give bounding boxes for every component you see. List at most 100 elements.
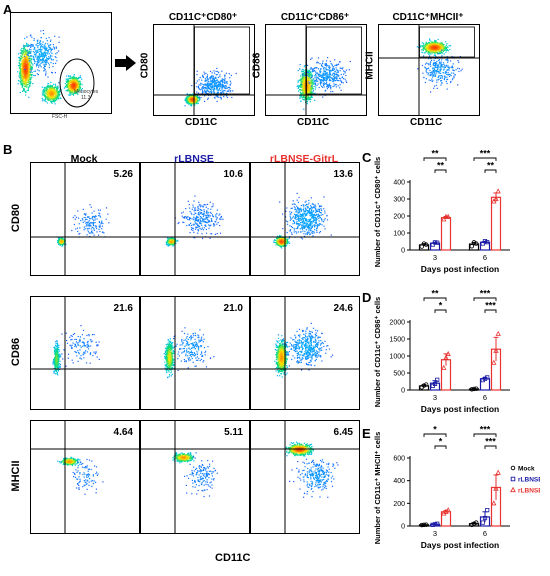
x-axis-label: Days post infection bbox=[421, 540, 499, 550]
legend-label: rLBNSE bbox=[518, 477, 540, 484]
y-tick-label: 500 bbox=[393, 371, 405, 378]
point-rlbnse bbox=[432, 240, 438, 245]
point-rlbnse bbox=[482, 239, 488, 244]
flow-plot: 6.45 bbox=[250, 420, 360, 534]
x-tick-label: 6 bbox=[483, 393, 487, 402]
point-rlbnse bbox=[432, 522, 438, 527]
point-rlbnse bbox=[435, 377, 440, 382]
quadrant-percent: 5.11 bbox=[224, 427, 243, 438]
gate-plot-xlabel: CD11C bbox=[410, 117, 443, 128]
y-tick-label: 0 bbox=[401, 524, 405, 531]
gate-label: Monocytes bbox=[74, 89, 99, 95]
b-xaxis-label: CD11C bbox=[215, 552, 251, 564]
y-axis-label: Number of CD11c⁺ CD80⁺ cells bbox=[373, 157, 382, 267]
significance-label: *** bbox=[480, 426, 491, 435]
point-gitrl bbox=[495, 330, 501, 336]
point-rlbnse bbox=[480, 520, 485, 525]
flow-scatter bbox=[31, 163, 139, 275]
bar-rlbnse-gitrl bbox=[440, 217, 452, 251]
flow-plot: 13.6 bbox=[250, 162, 360, 276]
legend-label: rLBNSE-GitrL bbox=[518, 488, 540, 495]
flow-scatter bbox=[251, 421, 359, 533]
panel-letter-b: B bbox=[3, 142, 13, 157]
significance-label: *** bbox=[485, 437, 496, 447]
y-tick-label: 100 bbox=[393, 231, 405, 238]
significance-bracket bbox=[473, 433, 497, 437]
point-mock bbox=[473, 386, 479, 391]
flow-plot: 5.26 bbox=[30, 162, 140, 276]
significance-label: *** bbox=[480, 150, 491, 159]
legend-marker-mock bbox=[510, 465, 516, 471]
gate-box bbox=[194, 26, 250, 95]
y-tick-label: 1500 bbox=[389, 337, 405, 344]
gate-box bbox=[419, 26, 475, 58]
gate-box bbox=[306, 26, 362, 95]
gate-plot-ylabel: MHCII bbox=[364, 51, 376, 80]
fsc-ssc-plot: Monocytes 11.3 bbox=[10, 12, 112, 114]
flow-plot: 4.64 bbox=[30, 420, 140, 534]
point-gitrl bbox=[445, 213, 451, 219]
gate-plot-ylabel: CD86 bbox=[251, 52, 263, 79]
point-mock bbox=[423, 522, 429, 527]
density-cloud bbox=[296, 57, 351, 110]
significance-label: ** bbox=[487, 161, 495, 171]
flow-scatter bbox=[31, 421, 139, 533]
significance-bracket bbox=[473, 297, 497, 301]
x-tick-label: 3 bbox=[433, 253, 437, 262]
row-label-mhcii: MHCII bbox=[10, 460, 22, 492]
flow-scatter bbox=[141, 163, 249, 275]
legend-label: Mock bbox=[518, 466, 535, 473]
point-gitrl bbox=[441, 216, 447, 222]
y-tick-label: 200 bbox=[393, 214, 405, 221]
quadrant-percent: 24.6 bbox=[333, 303, 353, 314]
y-tick-label: 0 bbox=[401, 388, 405, 395]
significance-label: *** bbox=[480, 290, 491, 299]
density-cloud bbox=[165, 195, 224, 247]
bar-chart-d: 0 500 1000 1500 2000 Number of CD11c⁺ CD86⁺ c… bbox=[373, 290, 510, 414]
flow-plot: 10.6 bbox=[140, 162, 250, 276]
point-mock bbox=[423, 242, 429, 247]
quadrant-percent: 10.6 bbox=[223, 169, 243, 180]
significance-bracket bbox=[423, 297, 447, 301]
quadrant-percent: 5.26 bbox=[113, 169, 133, 180]
point-mock bbox=[471, 240, 477, 245]
density-cloud bbox=[284, 441, 339, 498]
flow-plot: 5.11 bbox=[140, 420, 250, 534]
quadrant-percent: 21.0 bbox=[223, 303, 243, 314]
x-axis-label: Days post infection bbox=[421, 404, 499, 414]
flow-scatter bbox=[141, 297, 249, 409]
panel-letter-e: E bbox=[362, 426, 371, 441]
point-gitrl bbox=[445, 350, 451, 356]
x-tick-label: 6 bbox=[483, 529, 487, 538]
y-tick-label: 2000 bbox=[389, 320, 405, 327]
row-label-cd80: CD80 bbox=[10, 203, 22, 233]
point-gitrl bbox=[495, 188, 501, 194]
panel-letter-a: A bbox=[3, 2, 13, 17]
significance-bracket bbox=[423, 157, 447, 161]
x-tick-label: 6 bbox=[483, 253, 487, 262]
point-mock bbox=[421, 241, 427, 246]
point-rlbnse bbox=[430, 522, 435, 527]
point-rlbnse bbox=[485, 508, 490, 513]
point-gitrl bbox=[491, 500, 497, 506]
bar-rlbnse-gitrl bbox=[490, 196, 502, 251]
significance-bracket bbox=[484, 169, 497, 173]
density-cloud bbox=[273, 192, 332, 249]
y-axis-label: Number of CD11c⁺ MHCII⁺ cells bbox=[373, 432, 382, 545]
point-rlbnse bbox=[430, 242, 435, 247]
point-gitrl bbox=[491, 198, 497, 204]
point-mock bbox=[469, 387, 474, 392]
quadrant-percent: 4.64 bbox=[113, 427, 133, 438]
significance-label: * bbox=[439, 437, 443, 447]
legend-marker-rlbnse bbox=[510, 476, 516, 482]
significance-label: * bbox=[433, 426, 437, 435]
significance-bracket bbox=[484, 445, 497, 449]
density-cloud bbox=[163, 327, 215, 379]
gate-scatter bbox=[266, 25, 366, 115]
point-mock bbox=[423, 382, 429, 387]
panel-letter-d: D bbox=[362, 290, 372, 305]
density-cloud bbox=[57, 204, 110, 247]
significance-label: * bbox=[439, 301, 443, 311]
x-axis-label: Days post infection bbox=[421, 264, 499, 274]
x-tick-label: 3 bbox=[433, 393, 437, 402]
